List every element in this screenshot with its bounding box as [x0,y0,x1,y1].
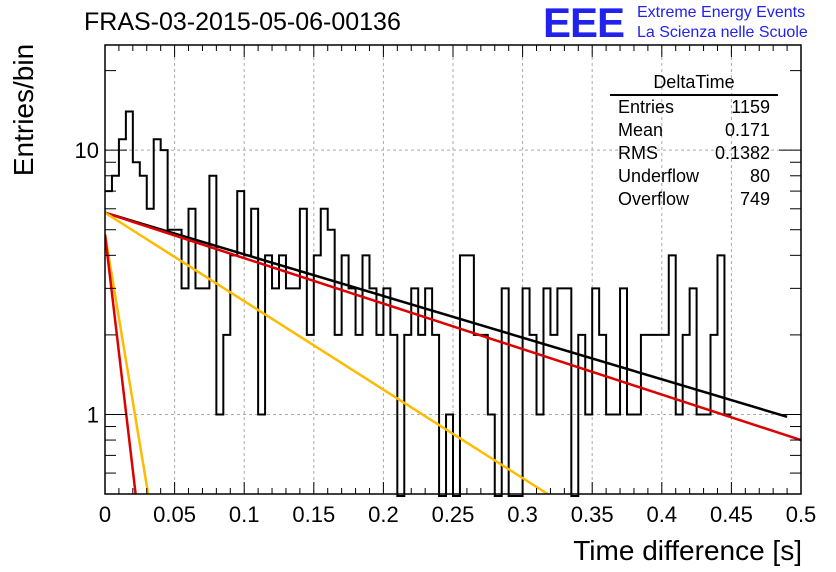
stats-row-entries: Entries 1159 [610,96,778,119]
stats-row-rms: RMS 0.1382 [610,142,778,165]
x-tick-label: 0.35 [571,502,614,527]
x-tick-label: 0 [99,502,111,527]
stats-label: Underflow [618,166,700,186]
eee-logo: EEE [543,0,625,46]
fit-line-2 [105,211,801,442]
x-tick-label: 0.2 [368,502,399,527]
x-tick-label: 0.15 [292,502,335,527]
x-tick-label: 0.25 [432,502,475,527]
plot-title: FRAS-03-2015-05-06-00136 [84,8,401,36]
logo-line-2: La Scienza nelle Scuole [637,24,808,41]
stats-value: 1159 [731,97,770,117]
stats-label: Entries [618,97,675,117]
x-tick-label: 0.05 [153,502,196,527]
fit-line-3 [105,211,549,494]
x-tick-label: 0.4 [647,502,678,527]
stats-value: 749 [739,189,770,209]
x-tick-label: 0.1 [229,502,260,527]
stats-label: Overflow [618,189,690,209]
fit-line-5 [105,234,137,494]
fit-line-1 [105,211,788,418]
y-tick-label: 1 [87,402,99,427]
y-axis-label: Entries/bin [8,43,39,177]
y-tick-label: 10 [75,138,99,163]
logo-line-1: Extreme Energy Events [637,4,806,21]
stats-row-mean: Mean 0.171 [610,119,778,142]
x-axis-label: Time difference [s] [573,535,802,566]
stats-row-underflow: Underflow 80 [610,165,778,188]
stats-label: RMS [618,143,658,163]
x-tick-label: 0.5 [786,502,817,527]
stats-box: DeltaTime Entries 1159 Mean 0.171 RMS 0.… [610,72,778,211]
x-tick-label: 0.3 [507,502,538,527]
stats-label: Mean [618,120,664,140]
x-tick-label: 0.45 [710,502,753,527]
stats-value: 0.1382 [714,143,770,163]
fit-line-4 [105,234,150,494]
histogram-bins [105,110,732,497]
stats-value: 80 [749,166,770,186]
stats-title: DeltaTime [610,72,778,96]
stats-row-overflow: Overflow 749 [610,188,778,211]
stats-value: 0.171 [724,120,770,140]
